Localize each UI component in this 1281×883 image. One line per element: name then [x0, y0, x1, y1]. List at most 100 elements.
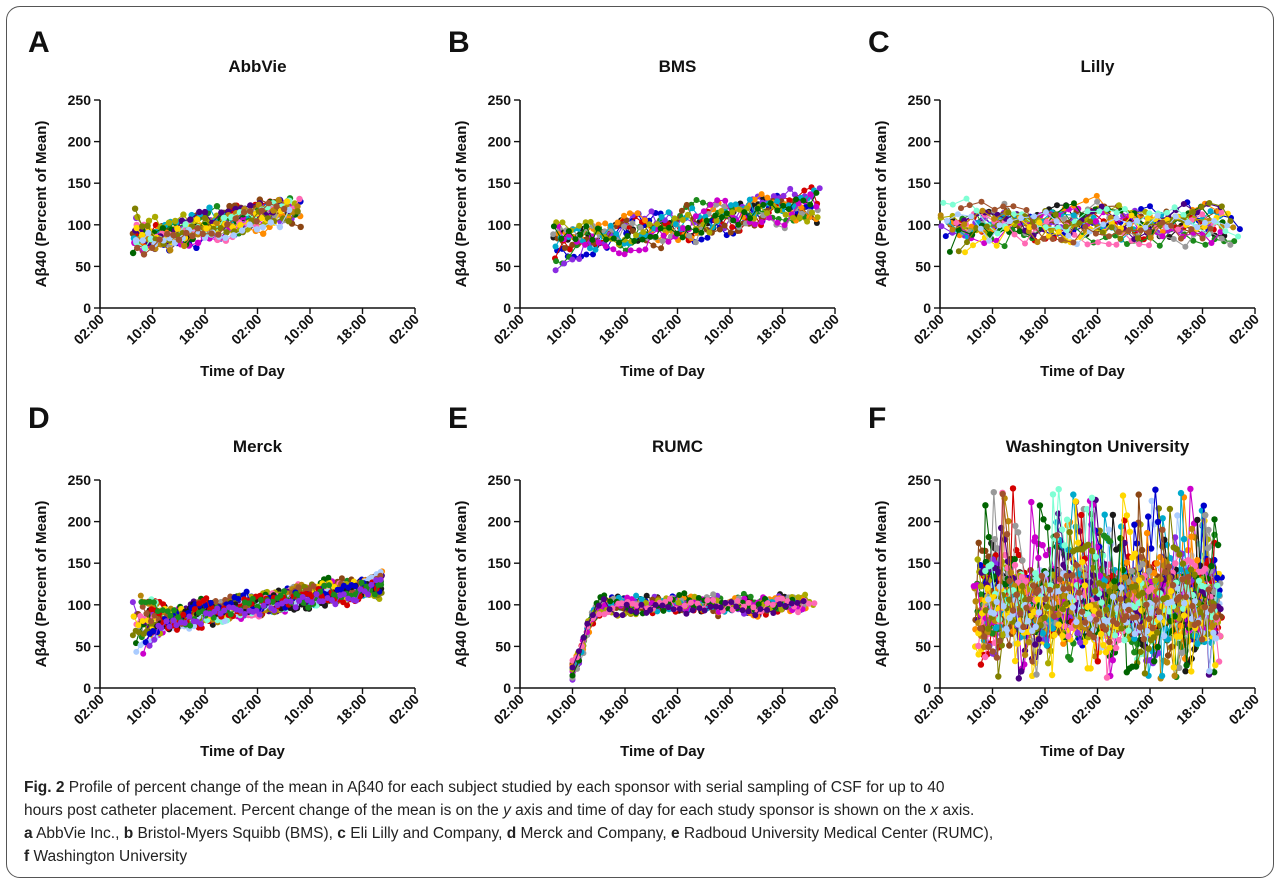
data-point	[257, 596, 264, 603]
x-tick-label: 02:00	[490, 691, 527, 728]
x-axis-label: Time of Day	[620, 363, 705, 380]
data-point	[962, 249, 968, 256]
data-point	[758, 191, 765, 198]
data-point	[684, 211, 691, 218]
data-point	[253, 226, 261, 233]
data-point	[633, 592, 640, 599]
y-tick-label: 200	[908, 134, 932, 150]
data-point	[344, 602, 351, 609]
data-point	[774, 207, 781, 214]
data-point	[240, 209, 248, 216]
data-point	[340, 591, 347, 598]
y-tick-label: 100	[68, 217, 92, 233]
x-axis-label: Time of Day	[620, 743, 705, 760]
data-point	[1217, 228, 1224, 235]
data-point	[275, 196, 282, 204]
data-point	[734, 598, 741, 604]
data-point	[613, 231, 620, 237]
data-point	[174, 225, 181, 232]
data-point	[565, 228, 572, 235]
data-point	[1011, 231, 1018, 238]
data-point	[332, 601, 339, 608]
data-point	[937, 212, 944, 219]
data-point	[305, 604, 312, 611]
data-point	[1172, 213, 1179, 220]
data-point	[1121, 206, 1128, 212]
data-point	[745, 608, 752, 615]
data-point	[137, 592, 144, 599]
data-point	[1103, 206, 1110, 212]
data-point	[636, 247, 643, 254]
data-point	[156, 236, 163, 243]
data-point	[1090, 239, 1097, 246]
data-point	[814, 214, 821, 221]
data-point	[1145, 229, 1152, 236]
data-point	[1084, 208, 1091, 215]
panel-a: A AbbVie Aβ40 (Percent of Mean) Time of Da…	[20, 20, 440, 400]
data-point	[1117, 235, 1124, 242]
data-point	[1171, 204, 1178, 211]
data-point	[1006, 218, 1013, 225]
data-point	[1023, 207, 1030, 213]
data-point	[145, 217, 153, 224]
data-point	[642, 600, 649, 606]
data-point	[1016, 228, 1023, 235]
data-point	[674, 230, 680, 237]
chart-title: Washington University	[1006, 437, 1190, 456]
panel-letter-f: F	[868, 402, 887, 435]
panel-letter-d: D	[28, 402, 50, 435]
data-point	[713, 201, 720, 208]
data-point	[782, 602, 789, 609]
y-tick-label: 250	[488, 472, 512, 488]
data-point	[1180, 201, 1187, 207]
data-point	[1014, 529, 1022, 536]
data-point	[180, 611, 187, 618]
data-point	[226, 202, 233, 210]
data-point	[133, 648, 140, 655]
data-point	[752, 612, 759, 619]
data-point	[1098, 203, 1105, 210]
data-point	[371, 591, 378, 598]
data-point	[639, 236, 646, 243]
y-tick-label: 250	[68, 472, 92, 488]
data-point	[719, 214, 725, 221]
data-point	[654, 608, 661, 615]
data-point	[807, 191, 814, 198]
data-point	[1043, 218, 1050, 225]
data-point	[603, 236, 610, 243]
data-point	[1126, 221, 1133, 228]
data-point	[242, 604, 248, 611]
data-point	[145, 229, 152, 237]
data-point	[802, 591, 809, 598]
data-point	[685, 224, 692, 231]
data-point	[175, 236, 183, 243]
data-point	[1198, 204, 1205, 210]
x-tick-label: 10:00	[700, 311, 737, 348]
data-point	[187, 216, 194, 223]
data-point	[139, 618, 146, 624]
data-point	[577, 231, 584, 238]
data-point	[580, 634, 587, 641]
data-point	[1222, 228, 1229, 235]
data-point	[1049, 236, 1056, 242]
data-point	[166, 623, 173, 630]
data-point	[141, 245, 148, 252]
data-point	[338, 575, 345, 582]
data-point	[171, 607, 178, 614]
data-point	[780, 192, 787, 199]
data-point	[1094, 198, 1101, 205]
data-point	[647, 606, 654, 613]
data-point	[1134, 235, 1141, 242]
data-point	[633, 608, 640, 615]
data-point	[1053, 218, 1060, 225]
data-point	[133, 640, 139, 647]
x-tick-label: 10:00	[543, 691, 580, 728]
data-point	[1018, 215, 1024, 221]
data-point	[1076, 220, 1083, 227]
data-point	[770, 610, 777, 616]
data-point	[1124, 241, 1130, 247]
data-point	[982, 547, 989, 555]
data-point	[1202, 241, 1209, 248]
